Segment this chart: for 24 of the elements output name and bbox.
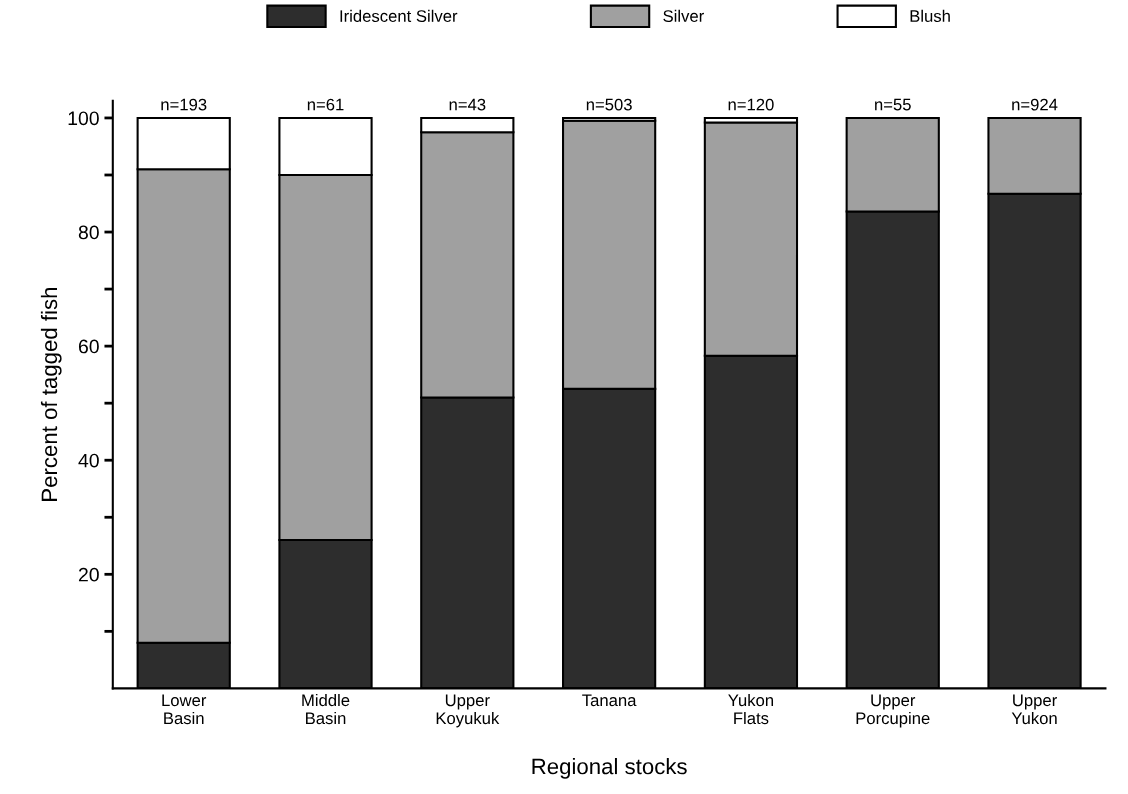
annotation: n=55 [875,98,911,111]
y-axis-title: Percent of tagged fish [40,287,62,501]
y-tick-label: 80 [78,225,99,240]
x-tick-label: Yukon Flats [728,693,774,725]
annotation: n=43 [449,98,486,111]
y-tick-label: 60 [78,339,99,354]
legend-label: Silver [663,9,704,22]
annotation: n=120 [728,98,774,111]
y-tick-label: 100 [68,111,99,126]
annotation: n=61 [307,98,344,111]
annotation: n=193 [161,98,207,111]
annotation: n=924 [1012,98,1058,111]
x-tick-label: Tanana [582,694,637,707]
x-tick-label: Upper Koyukuk [436,694,500,728]
legend-label: Blush [910,9,950,22]
y-tick-label: 20 [78,567,99,582]
x-axis-title: Regional stocks [532,758,687,779]
x-tick-label: Upper Yukon [1011,694,1057,725]
y-tick-label: 40 [78,453,99,468]
legend-label: Iridescent Silver [340,9,458,22]
annotation: n=503 [586,98,632,111]
x-tick-label: Lower Basin [162,694,207,725]
x-tick-label: Upper Porcupine [856,694,930,728]
x-tick-label: Middle Basin [302,693,350,725]
